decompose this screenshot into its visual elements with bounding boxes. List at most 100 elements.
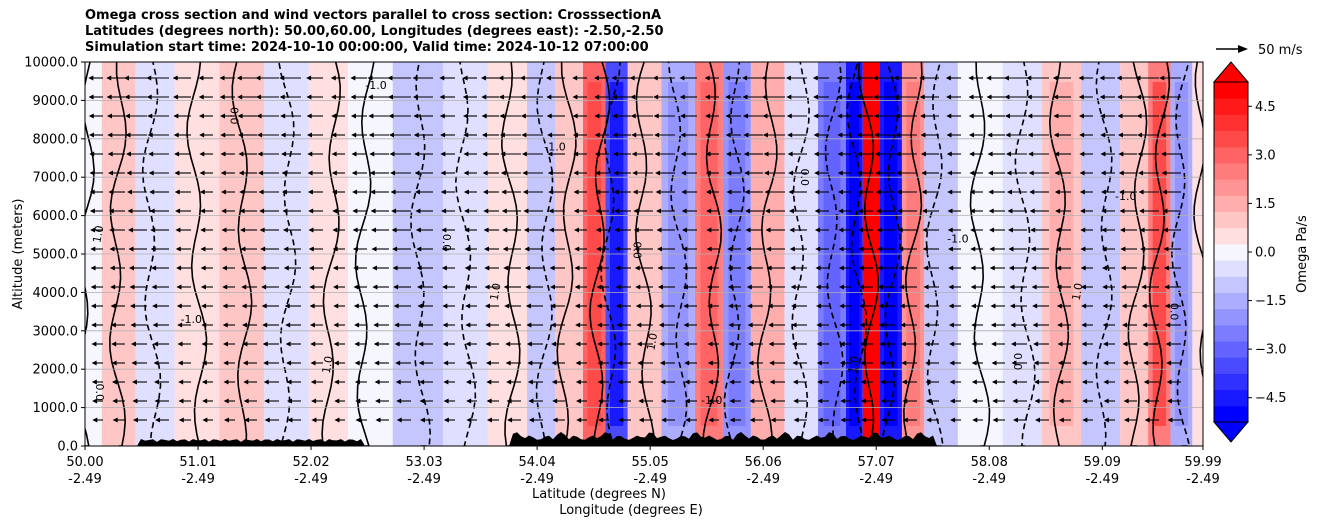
wind-vector-head	[612, 132, 618, 138]
wind-vector-head	[486, 398, 492, 404]
wind-vector-head	[1122, 360, 1128, 366]
wind-vector-head	[791, 303, 797, 309]
title-line-1: Omega cross section and wind vectors par…	[85, 8, 662, 23]
wind-vector-head	[505, 341, 511, 347]
wind-vector-head	[874, 132, 880, 138]
wind-vector-head	[257, 151, 263, 157]
wind-vector-head	[1034, 379, 1040, 385]
wind-vector-head	[572, 75, 578, 81]
wind-vector-head	[1080, 284, 1086, 290]
wind-vector-head	[127, 208, 133, 214]
wind-vector-head	[352, 189, 358, 195]
wind-vector-head	[1005, 132, 1011, 138]
wind-vector-head	[840, 398, 846, 404]
y-tick-label: 8000.0	[33, 132, 79, 147]
wind-vector-head	[242, 341, 248, 347]
wind-vector-head	[374, 360, 380, 366]
wind-vector-head	[350, 113, 356, 119]
wind-vector-head	[465, 341, 471, 347]
wind-vector-head	[499, 113, 505, 119]
omega-contours	[85, 62, 1203, 446]
wind-vector-head	[1139, 208, 1145, 214]
wind-vector-head	[838, 227, 844, 233]
wind-vector-head	[391, 208, 397, 214]
wind-vector-head	[596, 246, 602, 252]
wind-vector-head	[151, 284, 157, 290]
wind-vector-head	[221, 246, 227, 252]
wind-vector-head	[922, 246, 928, 252]
wind-vector-head	[611, 94, 617, 100]
wind-vector-head	[371, 265, 377, 271]
contour-line	[969, 62, 991, 446]
wind-vector-head	[788, 170, 794, 176]
wind-vector-head	[521, 151, 527, 157]
wind-vector-head	[878, 303, 884, 309]
colorbar-segment	[1214, 324, 1248, 342]
wind-vector-head	[1166, 379, 1172, 385]
wind-vector-head	[280, 113, 286, 119]
wind-vector-head	[368, 132, 374, 138]
wind-vector-head	[839, 360, 845, 366]
wind-vector-head	[786, 113, 792, 119]
wind-vector-head	[393, 284, 399, 290]
wind-vector-head	[280, 132, 286, 138]
x-tick-label-lon: -2.49	[633, 472, 667, 487]
wind-vector-head	[443, 417, 449, 423]
wind-vector-head	[837, 170, 843, 176]
wind-vector-head	[287, 417, 293, 423]
wind-vector-head	[637, 379, 643, 385]
wind-vector-head	[1123, 398, 1129, 404]
wind-vector-head	[989, 246, 995, 252]
wind-vector-head	[549, 265, 555, 271]
wind-vector-head	[483, 227, 489, 233]
wind-vector-head	[925, 398, 931, 404]
wind-vector-head	[415, 208, 421, 214]
wind-vector-head	[307, 151, 313, 157]
wind-vector-head	[91, 360, 97, 366]
wind-vector-head	[706, 246, 712, 252]
contour-line	[500, 62, 521, 446]
wind-vector-head	[1004, 113, 1010, 119]
wind-vector-head	[1136, 113, 1142, 119]
wind-vector-head	[173, 132, 179, 138]
wind-vector-head	[526, 341, 532, 347]
wind-vector-head	[1053, 132, 1059, 138]
wind-vector-head	[90, 265, 96, 271]
wind-vector-head	[986, 113, 992, 119]
wind-vector-head	[124, 94, 130, 100]
wind-vector-head	[311, 417, 317, 423]
wind-vector-head	[708, 398, 714, 404]
wind-vector-head	[238, 132, 244, 138]
wind-vector-head	[332, 189, 338, 195]
wind-vector-head	[306, 94, 312, 100]
x-axis-label-2: Longitude (degrees E)	[559, 503, 703, 518]
wind-vector-head	[749, 417, 755, 423]
wind-vector-head	[240, 227, 246, 233]
wind-vector-head	[484, 303, 490, 309]
wind-vector-head	[987, 151, 993, 157]
wind-vector-head	[463, 113, 469, 119]
wind-vector-head	[573, 151, 579, 157]
wind-vector-head	[922, 208, 928, 214]
wind-vector-head	[991, 379, 997, 385]
wind-vector-head	[1031, 284, 1037, 290]
wind-vector-head	[552, 398, 558, 404]
wind-vector-head	[260, 265, 266, 271]
wind-vector-head	[416, 265, 422, 271]
wind-vector-head	[465, 322, 471, 328]
wind-vector-head	[706, 208, 712, 214]
wind-vector-head	[631, 132, 637, 138]
wind-vector-head	[153, 360, 159, 366]
wind-vector-head	[201, 303, 207, 309]
wind-vector-head	[1100, 151, 1106, 157]
wind-vector-head	[879, 360, 885, 366]
wind-vector-head	[872, 75, 878, 81]
wind-vector-head	[896, 170, 902, 176]
wind-vector-head	[148, 170, 154, 176]
colorbar-tick-label: −4.5	[1255, 391, 1287, 406]
wind-vector-head	[334, 398, 340, 404]
y-tick-label: 1000.0	[33, 401, 79, 416]
wind-vector-head	[815, 284, 821, 290]
wind-vector-head	[989, 265, 995, 271]
wind-vector-head	[874, 151, 880, 157]
